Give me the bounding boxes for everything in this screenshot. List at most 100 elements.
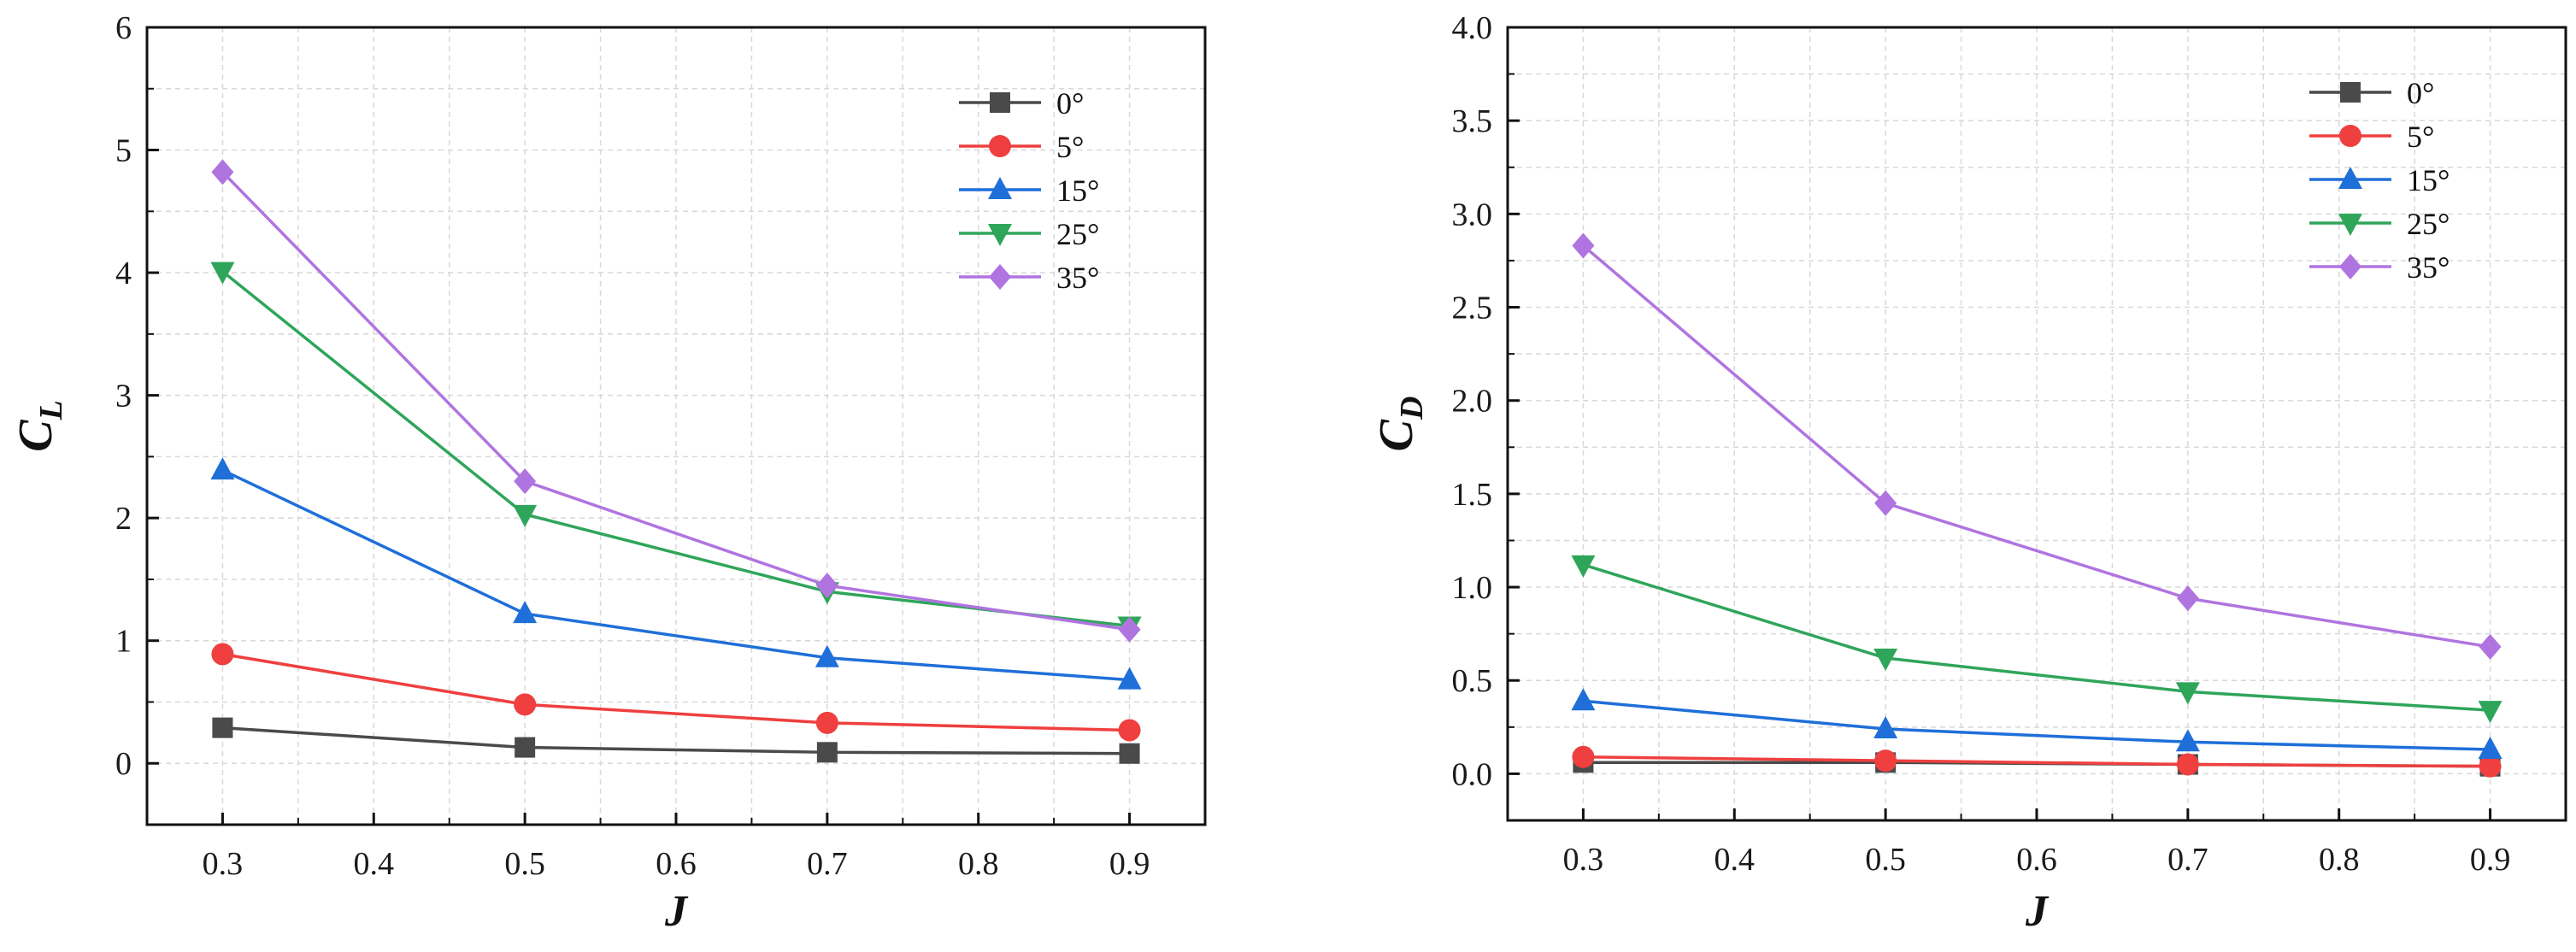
- y-axis-title-subscript: L: [33, 400, 69, 420]
- legend-label: 15°: [2407, 163, 2450, 197]
- legend-item: 0°: [2309, 76, 2434, 110]
- x-axis-title: J: [2025, 887, 2050, 936]
- legend-label: 35°: [1056, 261, 1099, 295]
- x-tick-label: 0.5: [1865, 842, 1906, 878]
- data-point: [2479, 633, 2502, 660]
- data-point: [815, 573, 838, 599]
- data-point: [2478, 737, 2502, 760]
- y-tick-label: 6: [115, 10, 132, 46]
- legend-label: 15°: [1056, 173, 1099, 208]
- legend-label: 5°: [2407, 120, 2434, 154]
- legend-marker: [990, 92, 1010, 113]
- data-point: [2176, 585, 2199, 612]
- legend-marker: [2339, 125, 2361, 147]
- series-15°: [210, 457, 1142, 690]
- legend-label: 25°: [1056, 217, 1099, 251]
- legend-item: 35°: [2309, 250, 2450, 285]
- data-point: [513, 601, 538, 624]
- y-axis-title-main: C: [1370, 419, 1423, 451]
- legend-label: 35°: [2407, 250, 2450, 285]
- data-point: [514, 693, 537, 716]
- data-point: [211, 159, 234, 185]
- legend-item: 5°: [2309, 120, 2434, 154]
- y-tick-label: 2: [115, 501, 132, 537]
- series-line: [221, 171, 1130, 632]
- x-tick-label: 0.8: [958, 846, 999, 882]
- data-point: [212, 717, 233, 738]
- data-point: [1571, 555, 1596, 578]
- x-tick-label: 0.9: [1109, 846, 1150, 882]
- data-point: [2478, 701, 2502, 724]
- y-tick-label: 0.0: [1452, 756, 1493, 792]
- y-tick-label: 1: [115, 624, 132, 660]
- x-tick-label: 0.6: [2016, 842, 2057, 878]
- legend-label: 25°: [2407, 207, 2450, 241]
- series-line: [1583, 755, 2491, 768]
- data-point: [816, 742, 838, 763]
- data-point: [211, 643, 234, 666]
- series-line: [221, 468, 1130, 682]
- legend: 0° 5° 15° 25° 35°: [2309, 76, 2450, 285]
- x-axis-title: J: [664, 887, 689, 936]
- data-point: [1874, 749, 1897, 773]
- data-point: [1572, 745, 1595, 768]
- legend-marker: [988, 224, 1012, 246]
- series-5°: [1572, 745, 2502, 778]
- series-line: [1582, 563, 2491, 712]
- data-point: [1117, 667, 1142, 690]
- data-point: [210, 262, 235, 285]
- data-point: [210, 457, 235, 480]
- y-tick-label: 2.5: [1452, 291, 1493, 326]
- y-tick-label: 0.5: [1452, 663, 1493, 699]
- legend-item: 25°: [959, 217, 1099, 251]
- x-tick-label: 0.9: [2470, 842, 2511, 878]
- x-tick-label: 0.3: [203, 846, 244, 882]
- series-0°: [212, 717, 1140, 764]
- x-tick-label: 0.6: [656, 846, 697, 882]
- y-axis-title: CL: [9, 400, 69, 452]
- legend-item: 5°: [959, 130, 1084, 164]
- legend-marker: [989, 264, 1011, 290]
- legend: 0° 5° 15° 25° 35°: [959, 86, 1099, 295]
- series-15°: [1571, 688, 2502, 760]
- data-point: [1874, 490, 1897, 516]
- data-point: [1873, 716, 1898, 739]
- y-tick-label: 4.0: [1452, 10, 1493, 46]
- x-tick-label: 0.4: [1714, 842, 1756, 878]
- y-axis-title-main: C: [9, 420, 62, 452]
- y-axis-title: CD: [1370, 397, 1430, 452]
- data-point: [1119, 743, 1140, 764]
- legend-marker: [988, 177, 1012, 199]
- legend-item: 25°: [2309, 207, 2450, 241]
- legend-marker: [989, 135, 1011, 157]
- x-tick-label: 0.8: [2319, 842, 2360, 878]
- x-tick-label: 0.7: [807, 846, 848, 882]
- data-point: [815, 644, 839, 667]
- legend-marker: [2340, 82, 2361, 103]
- data-point: [1572, 232, 1595, 259]
- legend-marker: [2339, 254, 2361, 279]
- series-line: [222, 652, 1130, 732]
- y-axis-title-subscript: D: [1394, 397, 1430, 420]
- chart-panel-2: 0.3 0.4 0.5 0.6 0.7 0.8 0.9 0.0 0.5 1.0 1.5 2.0 2.5 3…: [1370, 10, 2567, 936]
- series-line: [1582, 244, 2491, 649]
- legend-item: 0°: [959, 86, 1084, 120]
- data-point: [515, 737, 536, 758]
- legend-item: 35°: [959, 261, 1099, 295]
- legend-marker: [2338, 214, 2362, 236]
- legend-marker: [2338, 167, 2362, 189]
- legend-item: 15°: [2309, 163, 2450, 197]
- y-tick-label: 2.0: [1452, 384, 1493, 420]
- y-tick-label: 1.0: [1452, 570, 1493, 606]
- x-tick-label: 0.3: [1563, 842, 1604, 878]
- x-tick-label: 0.7: [2167, 842, 2208, 878]
- data-point: [2479, 755, 2502, 778]
- series-5°: [211, 643, 1141, 742]
- x-tick-label: 0.4: [354, 846, 395, 882]
- data-point: [1118, 616, 1141, 643]
- data-point: [513, 504, 538, 527]
- y-tick-label: 3: [115, 379, 132, 414]
- series-25°: [1571, 555, 2502, 724]
- chart-panel-1: 0.3 0.4 0.5 0.6 0.7 0.8 0.9 0 1 2 3 4 5 6 J CL 0° 5° 15° 25…: [9, 10, 1207, 936]
